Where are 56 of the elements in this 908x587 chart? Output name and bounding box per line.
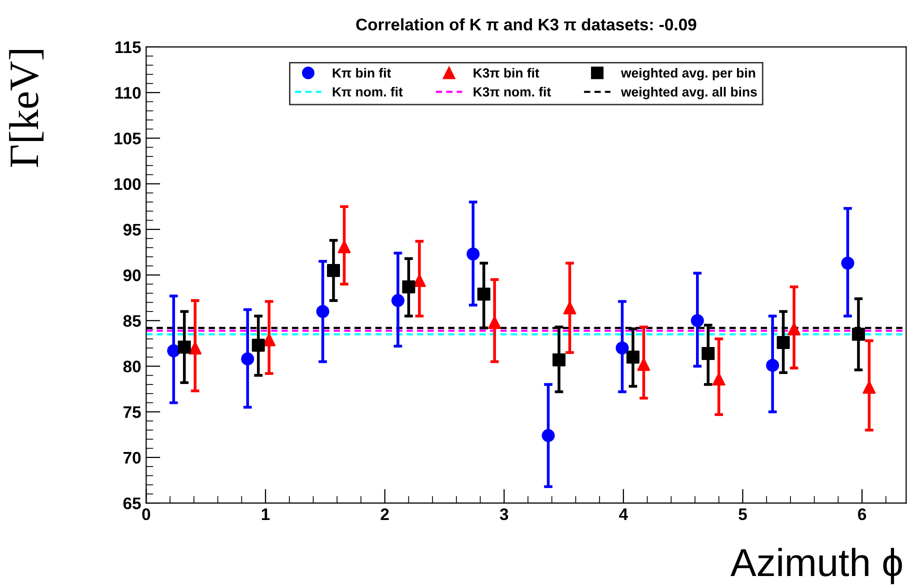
y-tick-label: 110	[115, 86, 141, 99]
point	[402, 280, 416, 294]
point	[616, 341, 629, 354]
y-tick-label: 70	[124, 452, 141, 464]
legend-label: weighted avg. per bin	[620, 68, 756, 80]
point	[552, 353, 566, 366]
point	[477, 288, 490, 301]
x-tick-label: 4	[619, 508, 628, 520]
point	[788, 322, 801, 336]
chart-title: Correlation of K π and K3 π datasets: -0.09	[356, 18, 696, 30]
y-tick-label: 100	[114, 178, 141, 190]
point	[316, 304, 330, 318]
legend-label: K3π nom. fit	[474, 86, 551, 97]
legend-label: weighted avg. all bins	[620, 86, 757, 100]
x-tick-label: 6	[858, 508, 866, 520]
point	[690, 314, 704, 328]
point	[841, 256, 854, 270]
point	[563, 301, 576, 314]
point	[766, 358, 780, 372]
y-tick-label: 85	[123, 315, 141, 327]
point	[262, 333, 276, 346]
point	[241, 352, 254, 366]
point	[178, 340, 191, 354]
y-tick-label: 105	[114, 132, 141, 144]
point	[542, 429, 555, 442]
point	[637, 358, 650, 371]
y-tick-label: 95	[123, 224, 141, 236]
point	[252, 338, 265, 352]
x-tick-label: 5	[738, 508, 747, 520]
point	[391, 294, 404, 308]
y-tick-label: 80	[123, 360, 141, 372]
x-tick-label: 2	[380, 508, 389, 520]
legend-label: Kπ bin fit	[332, 68, 391, 78]
y-tick-label: 65	[123, 497, 141, 510]
point	[852, 328, 865, 341]
point	[466, 248, 480, 261]
point	[338, 240, 351, 254]
legend-label: Kπ nom. fit	[332, 86, 403, 97]
y-tick-label: 75	[124, 406, 141, 418]
x-tick-label: 3	[500, 508, 508, 520]
x-axis-title: Azimuth ϕ	[730, 548, 902, 584]
point	[626, 350, 640, 364]
y-tick-label: 115	[115, 42, 141, 54]
x-tick-label: 0	[142, 508, 150, 520]
point	[188, 341, 202, 354]
x-tick-label: 1	[262, 508, 270, 520]
point	[776, 336, 790, 350]
legend-label: K3π bin fit	[474, 68, 540, 78]
point	[702, 346, 715, 360]
y-tick-label: 90	[123, 269, 141, 282]
point	[712, 372, 726, 386]
point	[167, 344, 180, 358]
point	[488, 316, 502, 329]
point	[327, 264, 340, 277]
y-axis-title: Γ[keV]	[9, 50, 44, 168]
point	[862, 380, 876, 394]
